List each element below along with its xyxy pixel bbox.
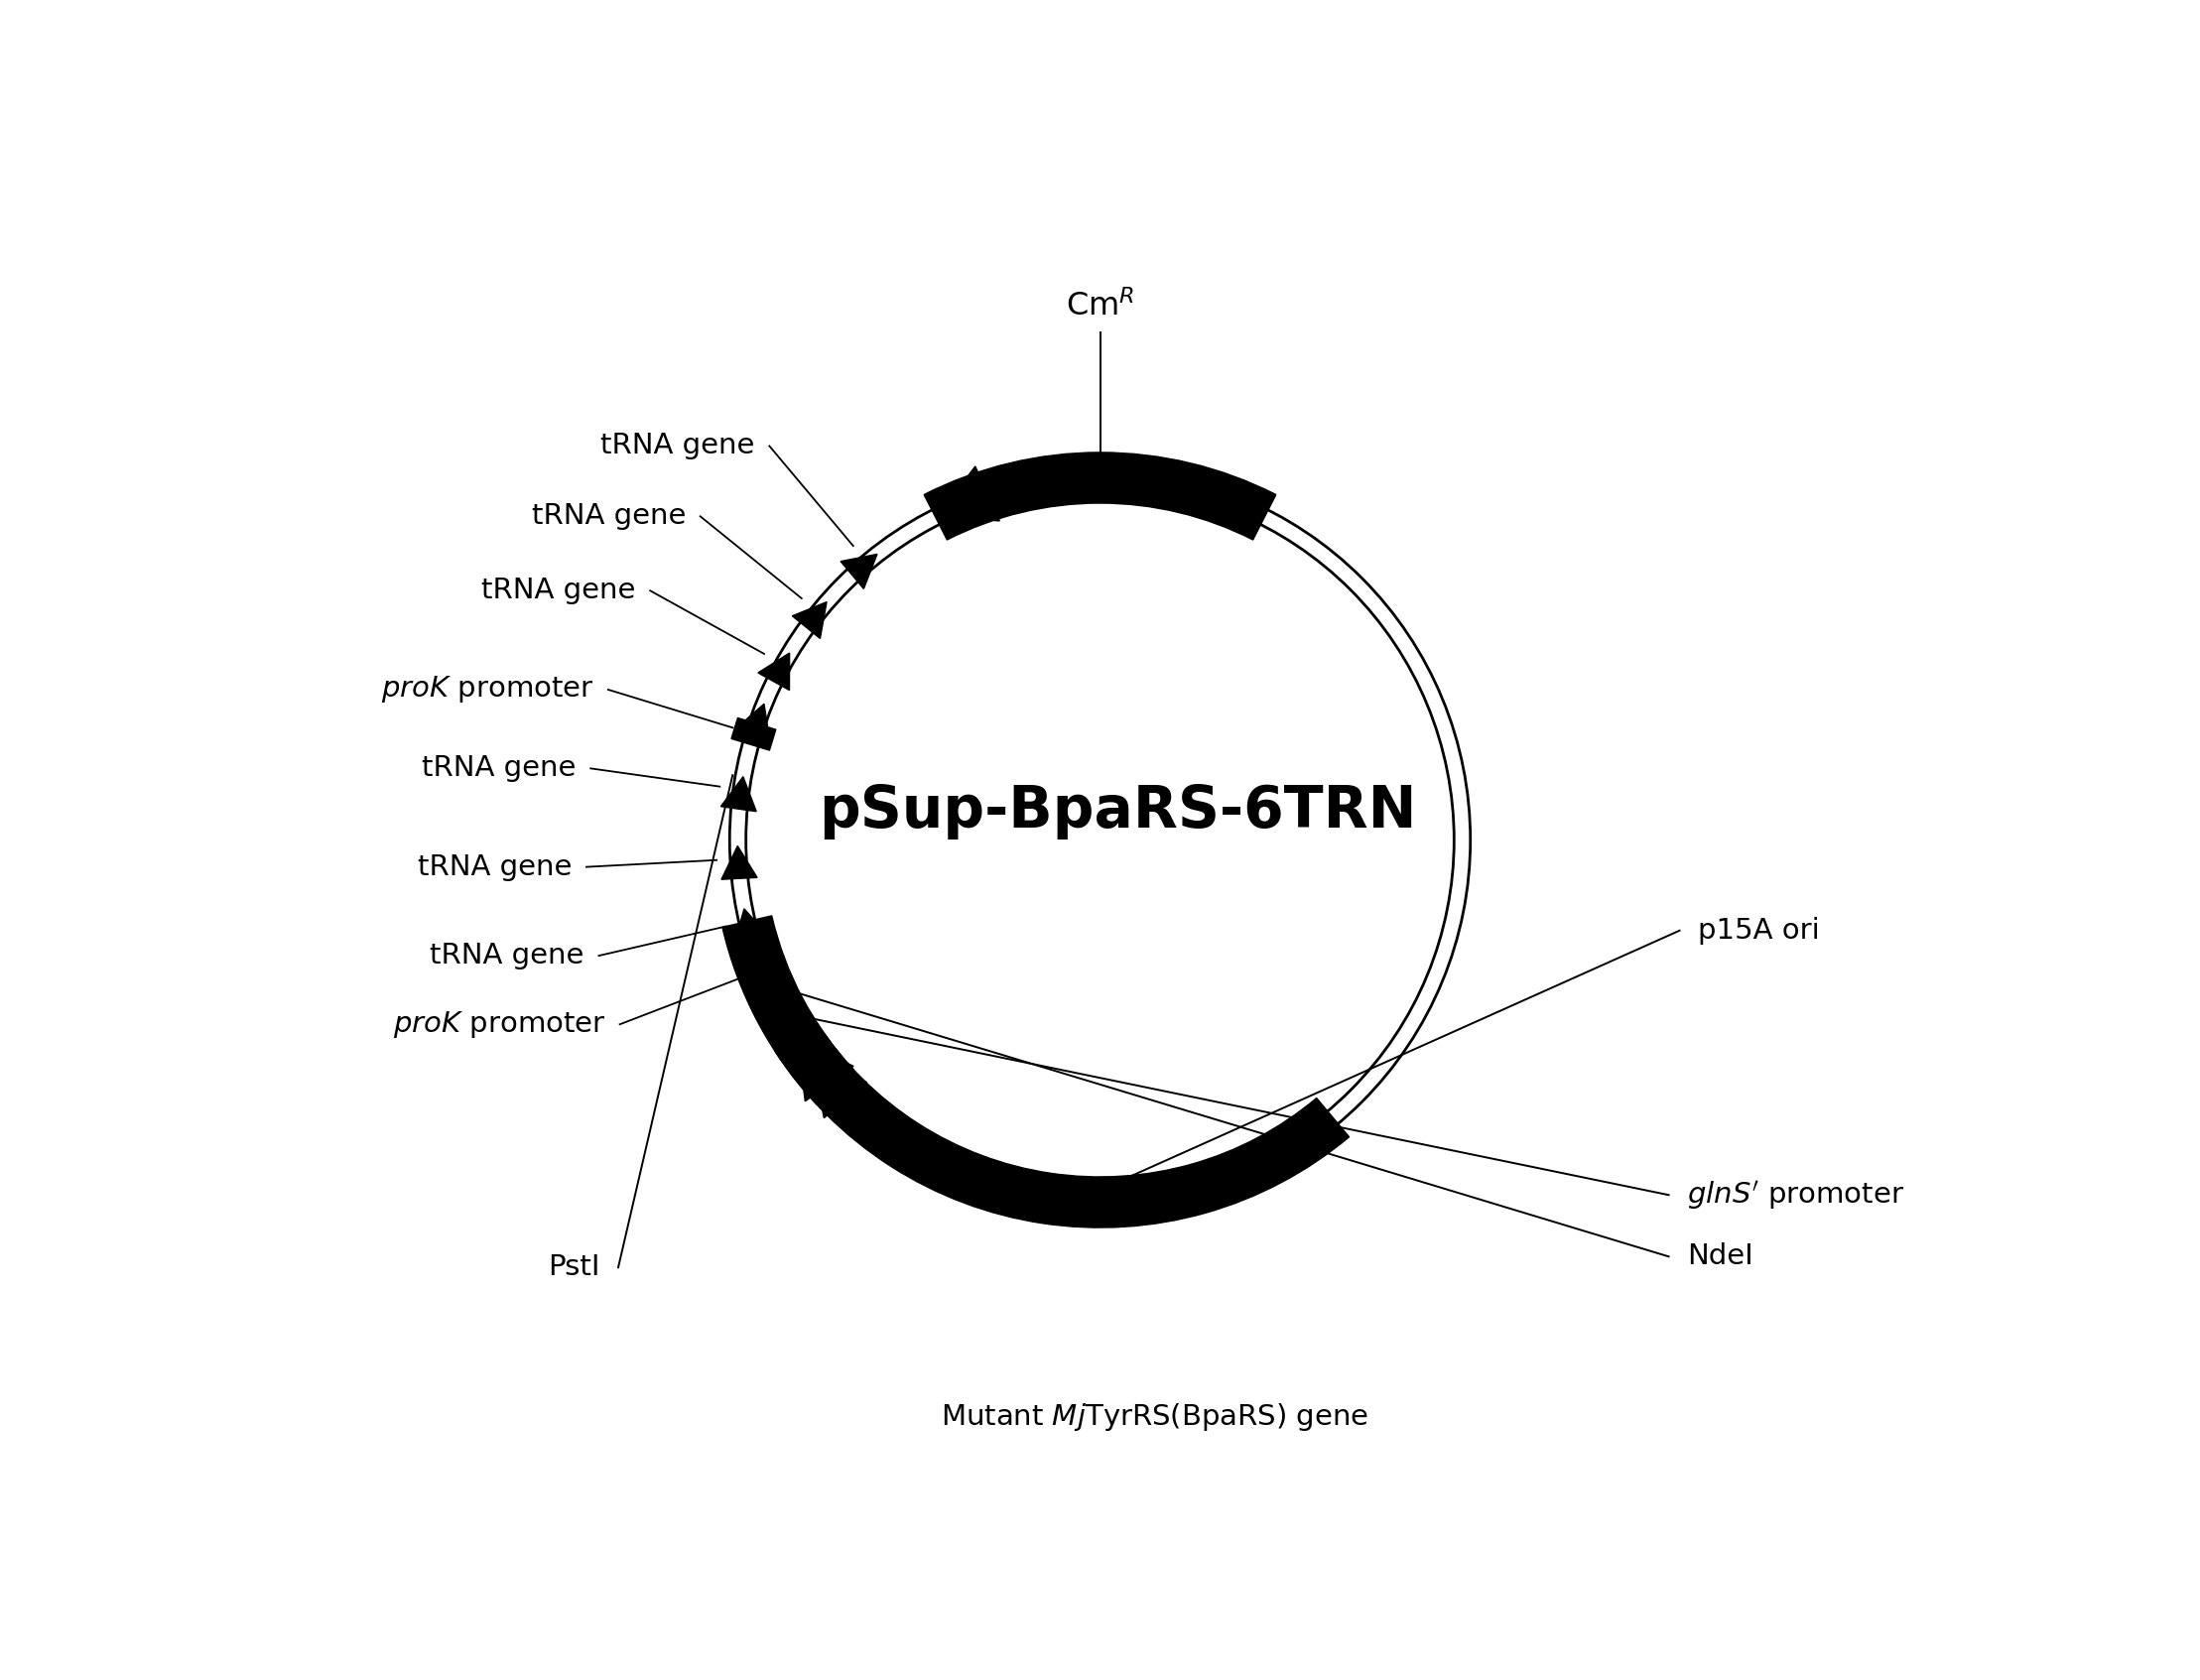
Polygon shape — [730, 717, 777, 751]
Polygon shape — [759, 654, 790, 690]
Polygon shape — [739, 953, 785, 988]
Wedge shape — [774, 1023, 1349, 1228]
Polygon shape — [840, 554, 878, 588]
Polygon shape — [792, 601, 827, 638]
Text: tRNA gene: tRNA gene — [532, 502, 686, 531]
Text: Cm$^R$: Cm$^R$ — [1065, 289, 1135, 323]
Text: pSup-BpaRS-6TRN: pSup-BpaRS-6TRN — [818, 783, 1417, 840]
Wedge shape — [722, 916, 854, 1104]
Polygon shape — [735, 909, 770, 944]
Text: $\it{glnS}'$ promoter: $\it{glnS}'$ promoter — [1687, 1179, 1903, 1211]
Text: tRNA gene: tRNA gene — [418, 853, 572, 880]
Polygon shape — [796, 1040, 854, 1102]
Polygon shape — [812, 1062, 867, 1117]
Text: $\it{proK}$ promoter: $\it{proK}$ promoter — [392, 1010, 605, 1040]
Text: Mutant $\it{Mj}$TyrRS(BpaRS) gene: Mutant $\it{Mj}$TyrRS(BpaRS) gene — [939, 1401, 1368, 1433]
Text: tRNA gene: tRNA gene — [422, 754, 576, 783]
Text: tRNA gene: tRNA gene — [482, 576, 636, 605]
Text: PstI: PstI — [548, 1253, 601, 1282]
Text: tRNA gene: tRNA gene — [601, 432, 755, 460]
Text: NdeI: NdeI — [1687, 1243, 1753, 1270]
Text: $\it{proK}$ promoter: $\it{proK}$ promoter — [381, 674, 594, 706]
Polygon shape — [937, 467, 999, 521]
Polygon shape — [722, 847, 757, 879]
Text: tRNA gene: tRNA gene — [431, 942, 585, 969]
Text: p15A ori: p15A ori — [1698, 917, 1819, 944]
Polygon shape — [722, 776, 757, 811]
Wedge shape — [924, 452, 1276, 539]
Polygon shape — [737, 704, 770, 741]
